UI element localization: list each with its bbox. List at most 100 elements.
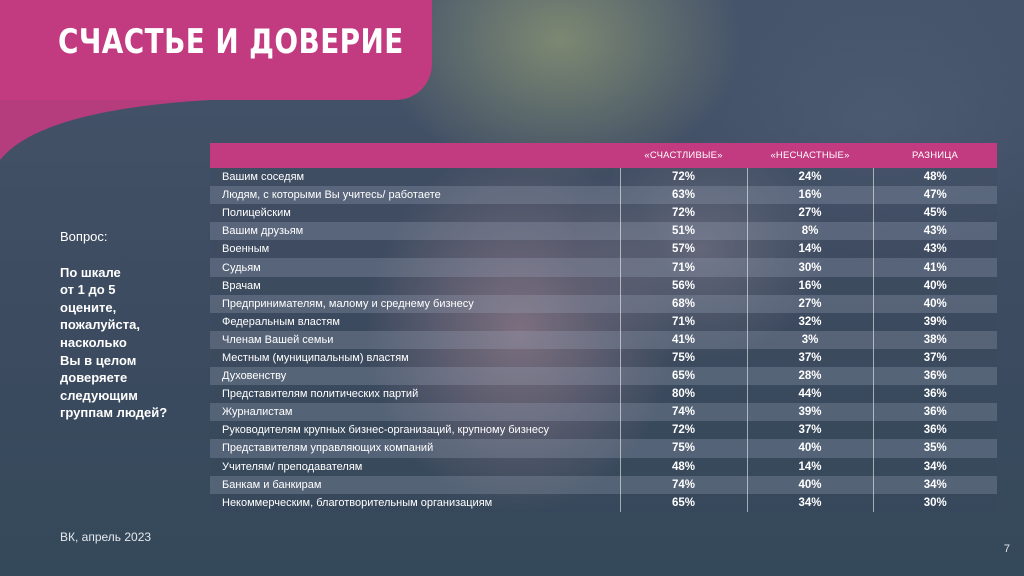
cell-happy: 71% [619,258,747,277]
cell-unhappy: 30% [746,258,873,277]
header-group [210,143,620,168]
cell-difference: 36% [872,403,997,422]
table-row: Военным 57% 14% 43% [210,240,997,259]
cell-happy: 41% [619,330,747,349]
cell-group: Некоммерческим, благотворительным органи… [210,493,620,512]
cell-group: Вашим соседям [210,168,620,187]
cell-unhappy: 16% [746,276,873,295]
cell-unhappy: 27% [746,294,873,313]
cell-group: Учителям/ преподавателям [210,457,620,476]
question-block: Вопрос: По шкале от 1 до 5 оцените, пожа… [60,228,200,422]
question-text: По шкале от 1 до 5 оцените, пожалуйста, … [60,264,168,421]
source-note: ВК, апрель 2023 [60,530,152,544]
trust-table: «СЧАСТЛИВЫЕ» «НЕСЧАСТНЫЕ» РАЗНИЦА Вашим … [210,143,997,512]
cell-group: Людям, с которыми Вы учитесь/ работаете [210,186,620,205]
cell-happy: 48% [619,457,747,476]
cell-unhappy: 27% [746,204,873,223]
table-row: Некоммерческим, благотворительным органи… [210,493,997,512]
table-row: Представителям политических партий 80% 44%… [210,385,997,404]
cell-happy: 72% [619,168,747,187]
cell-group: Судьям [210,258,620,277]
cell-difference: 48% [872,168,997,187]
cell-happy: 75% [619,348,747,368]
table-row: Федеральным властям 71% 32% 39% [210,312,997,331]
cell-difference: 35% [872,439,997,458]
cell-happy: 51% [619,222,747,241]
cell-difference: 41% [872,258,997,277]
cell-difference: 34% [872,457,997,476]
cell-happy: 75% [619,439,747,458]
table-row: Руководителям крупных бизнес-организаций… [210,421,997,440]
table-row: Вашим соседям 72% 24% 48% [210,168,997,187]
cell-difference: 39% [872,312,997,331]
table-row: Членам Вашей семьи 41% 3% 38% [210,330,997,349]
cell-unhappy: 28% [746,367,873,386]
table-row: Врачам 56% 16% 40% [210,276,997,295]
cell-happy: 68% [619,294,747,313]
cell-group: Журналистам [210,403,620,422]
cell-happy: 80% [619,385,747,404]
cell-group: Предпринимателям, малому и среднему бизн… [210,294,620,313]
cell-group: Федеральным властям [210,312,620,331]
header-unhappy: «НЕСЧАСТНЫЕ» [747,143,873,168]
header-difference: РАЗНИЦА [873,143,997,168]
table-row: Духовенству 65% 28% 36% [210,367,997,386]
table-row: Судьям 71% 30% 41% [210,258,997,277]
question-label: Вопрос: [60,229,108,244]
cell-group: Местным (муниципальным) властям [210,348,620,368]
cell-group: Руководителям крупных бизнес-организаций… [210,421,620,440]
cell-happy: 71% [619,312,747,331]
cell-group: Представителям управляющих компаний [210,439,620,458]
cell-difference: 47% [872,186,997,205]
cell-difference: 30% [872,493,997,512]
cell-group: Членам Вашей семьи [210,330,620,349]
cell-group: Военным [210,240,620,259]
cell-unhappy: 44% [746,385,873,404]
cell-unhappy: 32% [746,312,873,331]
cell-group: Представителям политических партий [210,385,620,404]
cell-group: Полицейским [210,204,620,223]
cell-unhappy: 40% [746,439,873,458]
cell-difference: 43% [872,240,997,259]
cell-unhappy: 3% [746,330,873,349]
cell-happy: 63% [619,186,747,205]
cell-group: Вашим друзьям [210,222,620,241]
cell-happy: 74% [619,403,747,422]
cell-happy: 57% [619,240,747,259]
decorative-curve [0,100,210,160]
cell-happy: 65% [619,367,747,386]
table-row: Банкам и банкирам 74% 40% 34% [210,475,997,494]
cell-unhappy: 16% [746,186,873,205]
table-row: Журналистам 74% 39% 36% [210,403,997,422]
cell-difference: 37% [872,348,997,368]
cell-difference: 36% [872,385,997,404]
cell-unhappy: 14% [746,240,873,259]
cell-happy: 72% [619,421,747,440]
cell-unhappy: 14% [746,457,873,476]
header-happy: «СЧАСТЛИВЫЕ» [620,143,747,168]
cell-happy: 65% [619,493,747,512]
table-row: Местным (муниципальным) властям 75% 37% 37% [210,348,997,368]
cell-difference: 43% [872,222,997,241]
cell-happy: 72% [619,204,747,223]
cell-unhappy: 37% [746,348,873,368]
cell-difference: 36% [872,367,997,386]
cell-unhappy: 37% [746,421,873,440]
table-row: Вашим друзьям 51% 8% 43% [210,222,997,241]
table-row: Предпринимателям, малому и среднему бизн… [210,294,997,313]
cell-unhappy: 8% [746,222,873,241]
table-row: Полицейским 72% 27% 45% [210,204,997,223]
cell-group: Духовенству [210,367,620,386]
cell-unhappy: 34% [746,493,873,512]
cell-difference: 40% [872,276,997,295]
page-number: 7 [1003,543,1010,555]
cell-unhappy: 24% [746,168,873,187]
cell-happy: 56% [619,276,747,295]
cell-difference: 40% [872,294,997,313]
cell-unhappy: 40% [746,475,873,494]
title-banner: СЧАСТЬЕ И ДОВЕРИЕ [0,0,432,100]
cell-difference: 38% [872,330,997,349]
cell-difference: 36% [872,421,997,440]
cell-difference: 34% [872,475,997,494]
cell-group: Банкам и банкирам [210,475,620,494]
